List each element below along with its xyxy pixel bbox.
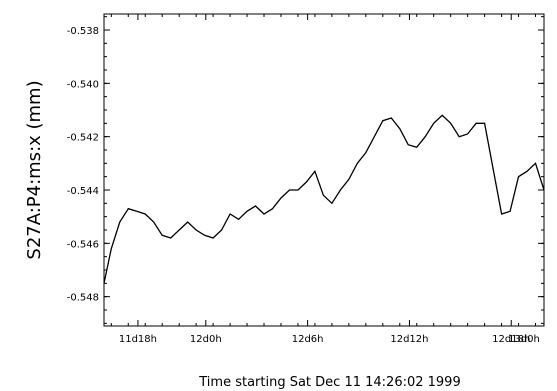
y-axis: -0.538 -0.540 -0.542 -0.544 -0.546 -0.548 — [67, 16, 544, 324]
x-tick-label: 13d0h — [508, 334, 540, 345]
y-tick-label: -0.548 — [67, 293, 99, 304]
y-tick-label: -0.544 — [67, 186, 99, 197]
y-tick-label: -0.546 — [67, 239, 99, 250]
y-tick-label: -0.540 — [67, 79, 99, 90]
x-tick-label: 12d12h — [390, 334, 428, 345]
y-axis-title: S27A:P4:ms:x (mm) — [24, 80, 45, 259]
x-tick-label: 11d18h — [119, 334, 157, 345]
x-axis-title: Time starting Sat Dec 11 14:26:02 1999 — [198, 375, 460, 390]
y-tick-label: -0.538 — [67, 26, 99, 37]
x-tick-label: 12d6h — [292, 334, 324, 345]
chart-frame — [103, 13, 545, 327]
x-tick-label: 12d0h — [190, 334, 222, 345]
y-tick-label: -0.542 — [67, 133, 99, 144]
series-layer — [103, 114, 545, 284]
series-line — [103, 114, 545, 284]
x-tick-label: 12d18h — [492, 334, 530, 345]
